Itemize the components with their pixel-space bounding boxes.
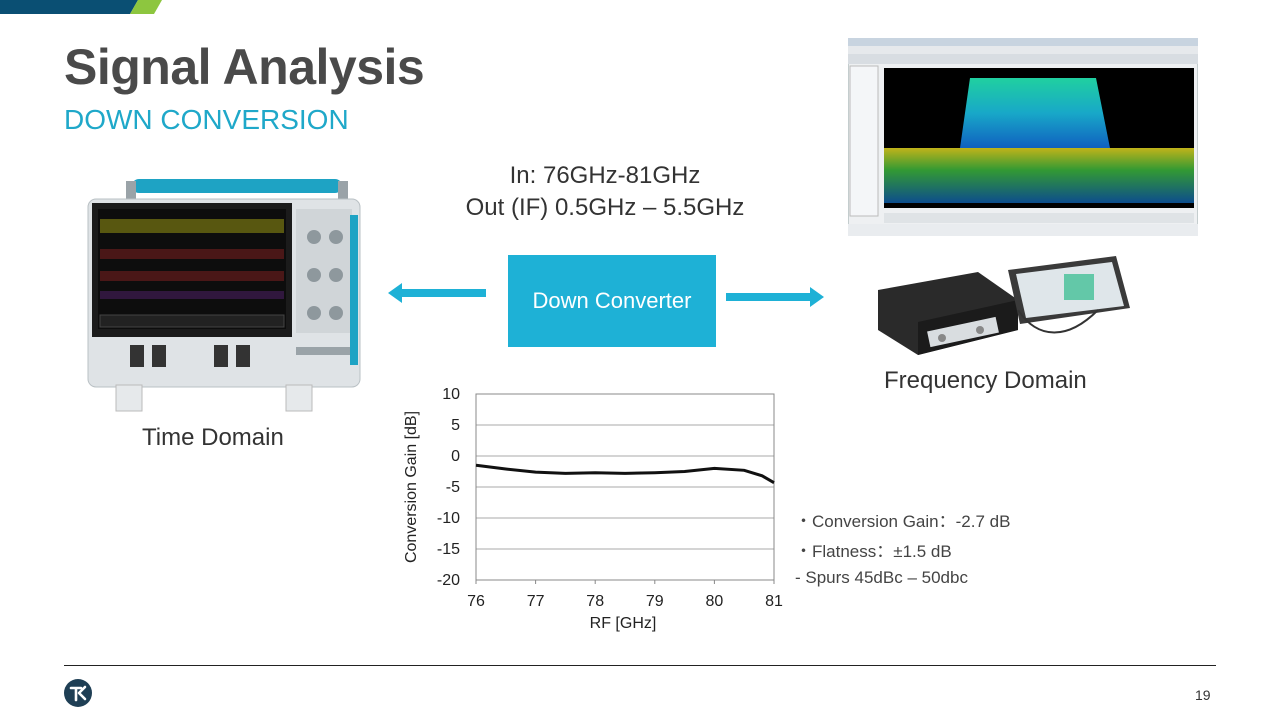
spectrum-analyzer-screenshot bbox=[848, 38, 1198, 236]
top-accent-bar bbox=[0, 0, 162, 14]
page-title: Signal Analysis bbox=[64, 39, 425, 95]
plot-frame bbox=[475, 393, 775, 581]
y-tick-label: -15 bbox=[437, 541, 460, 558]
page-subtitle: DOWN CONVERSION bbox=[64, 104, 349, 135]
rsa-device-image bbox=[878, 256, 1130, 355]
input-range-label: In: 76GHz-81GHz bbox=[509, 162, 701, 189]
y-tick-label: -20 bbox=[437, 572, 460, 589]
page-number: 19 bbox=[1195, 687, 1211, 703]
spec-list: ・Conversion Gain：-2.7 dB ・Flatness：±1.5 … bbox=[795, 507, 1010, 589]
tektronix-logo-icon bbox=[64, 679, 92, 707]
spec-item-gain: ・Conversion Gain：-2.7 dB bbox=[795, 512, 1011, 531]
frequency-domain-label: Frequency Domain bbox=[884, 367, 1087, 394]
x-tick-label: 77 bbox=[527, 593, 545, 610]
y-tick-label: -5 bbox=[446, 479, 460, 496]
x-tick-label: 76 bbox=[467, 593, 485, 610]
arrow-right-icon bbox=[726, 287, 824, 307]
y-tick-labels: 10 5 0 -5 -10 -15 -20 bbox=[437, 386, 460, 589]
spec-item-flatness: ・Flatness：±1.5 dB bbox=[795, 542, 952, 561]
x-tick-label: 80 bbox=[706, 593, 724, 610]
x-tick-labels: 76 77 78 79 80 81 bbox=[467, 580, 783, 610]
chart-grid bbox=[476, 393, 774, 581]
y-tick-label: -10 bbox=[437, 510, 460, 527]
gain-series-line bbox=[475, 463, 775, 484]
y-axis-label: Conversion Gain [dB] bbox=[403, 411, 420, 563]
y-tick-label: 0 bbox=[451, 448, 460, 465]
time-domain-label: Time Domain bbox=[142, 424, 284, 451]
down-converter-box: Down Converter bbox=[508, 255, 716, 347]
frequency-range-text: In: 76GHz-81GHz Out (IF) 0.5GHz – 5.5GHz bbox=[430, 160, 780, 224]
down-converter-label: Down Converter bbox=[532, 288, 692, 313]
x-tick-label: 79 bbox=[646, 593, 664, 610]
x-axis-label: RF [GHz] bbox=[590, 615, 657, 632]
y-tick-label: 5 bbox=[451, 417, 460, 434]
x-tick-label: 78 bbox=[586, 593, 604, 610]
arrow-left-icon bbox=[388, 283, 486, 303]
spec-item-spurs: - Spurs 45dBc – 50dbc bbox=[795, 568, 968, 587]
x-tick-label: 81 bbox=[765, 593, 783, 610]
y-tick-label: 10 bbox=[442, 386, 460, 403]
footer-divider bbox=[64, 665, 1216, 666]
output-range-label: Out (IF) 0.5GHz – 5.5GHz bbox=[465, 194, 745, 221]
oscilloscope-image bbox=[87, 179, 361, 412]
conversion-gain-chart: 10 5 0 -5 -10 -15 -20 76 77 78 79 80 81 Conversion … bbox=[403, 386, 783, 632]
